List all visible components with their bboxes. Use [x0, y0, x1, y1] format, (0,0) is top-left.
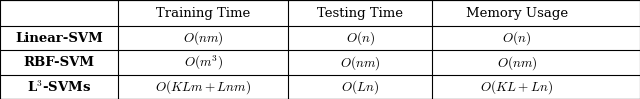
Text: $O(n)$: $O(n)$: [346, 30, 374, 47]
Text: Testing Time: Testing Time: [317, 7, 403, 20]
Text: Memory Usage: Memory Usage: [466, 7, 568, 20]
Text: $O(KLm + Lnm)$: $O(KLm + Lnm)$: [155, 78, 252, 96]
Text: $O(nm)$: $O(nm)$: [340, 54, 380, 71]
Text: L$^3$-SVMs: L$^3$-SVMs: [27, 79, 92, 95]
Text: RBF-SVM: RBF-SVM: [24, 56, 95, 69]
Text: Training Time: Training Time: [156, 7, 250, 20]
Text: $O(KL + Ln)$: $O(KL + Ln)$: [480, 78, 554, 96]
Text: $O(m^3)$: $O(m^3)$: [184, 54, 223, 72]
Text: $O(Ln)$: $O(Ln)$: [341, 78, 379, 96]
Text: $O(nm)$: $O(nm)$: [497, 54, 537, 71]
Text: $O(nm)$: $O(nm)$: [183, 30, 223, 47]
Text: Linear-SVM: Linear-SVM: [15, 32, 103, 45]
Text: $O(n)$: $O(n)$: [502, 30, 531, 47]
